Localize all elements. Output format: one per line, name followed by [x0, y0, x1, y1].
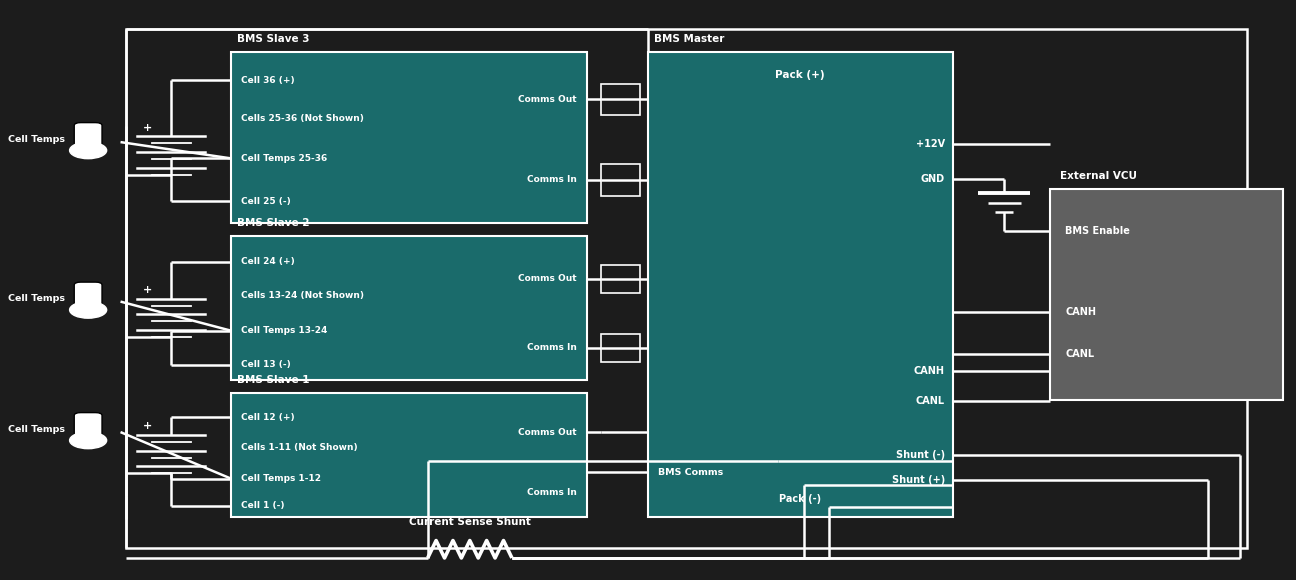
Text: Pack (+): Pack (+): [775, 70, 826, 81]
FancyBboxPatch shape: [74, 282, 102, 310]
Circle shape: [70, 432, 106, 449]
Text: BMS Comms: BMS Comms: [658, 467, 723, 477]
FancyBboxPatch shape: [648, 52, 953, 517]
Text: +: +: [143, 421, 153, 432]
FancyBboxPatch shape: [74, 122, 102, 151]
Text: Cell Temps 25-36: Cell Temps 25-36: [241, 154, 328, 163]
Circle shape: [70, 302, 106, 318]
Text: +: +: [143, 285, 153, 295]
Text: +: +: [143, 122, 153, 133]
FancyBboxPatch shape: [231, 236, 587, 380]
FancyBboxPatch shape: [231, 393, 587, 517]
Text: Comms In: Comms In: [527, 488, 577, 496]
Text: Comms Out: Comms Out: [518, 274, 577, 283]
Text: BMS Slave 2: BMS Slave 2: [237, 218, 310, 229]
FancyBboxPatch shape: [231, 52, 587, 223]
Text: Comms Out: Comms Out: [518, 95, 577, 104]
Text: CANH: CANH: [914, 365, 945, 376]
Text: Cells 1-11 (Not Shown): Cells 1-11 (Not Shown): [241, 443, 358, 452]
Text: Cell 24 (+): Cell 24 (+): [241, 257, 294, 266]
Text: Cell Temps: Cell Temps: [8, 294, 65, 303]
Text: CANH: CANH: [1065, 307, 1096, 317]
FancyBboxPatch shape: [74, 412, 102, 441]
Text: Cells 25-36 (Not Shown): Cells 25-36 (Not Shown): [241, 114, 364, 124]
Circle shape: [70, 142, 106, 159]
Text: BMS Slave 3: BMS Slave 3: [237, 34, 310, 45]
Text: Cell 25 (-): Cell 25 (-): [241, 197, 290, 206]
Text: Comms In: Comms In: [527, 175, 577, 184]
Text: BMS Enable: BMS Enable: [1065, 226, 1130, 236]
Text: Cells 13-24 (Not Shown): Cells 13-24 (Not Shown): [241, 291, 364, 300]
Text: Cell 1 (-): Cell 1 (-): [241, 501, 285, 510]
Text: Cell 12 (+): Cell 12 (+): [241, 412, 294, 422]
Text: Cell Temps: Cell Temps: [8, 425, 65, 434]
FancyBboxPatch shape: [1050, 188, 1283, 400]
Text: Cell Temps 1-12: Cell Temps 1-12: [241, 474, 321, 483]
Text: Cell 36 (+): Cell 36 (+): [241, 75, 294, 85]
Text: Comms Out: Comms Out: [518, 428, 577, 437]
Text: CANL: CANL: [916, 396, 945, 407]
Text: BMS Master: BMS Master: [654, 34, 724, 45]
Text: External VCU: External VCU: [1060, 171, 1137, 181]
Text: GND: GND: [920, 173, 945, 184]
Text: Cell 13 (-): Cell 13 (-): [241, 360, 290, 369]
Text: Cell Temps: Cell Temps: [8, 135, 65, 144]
Text: Shunt (-): Shunt (-): [896, 450, 945, 460]
Text: Pack (-): Pack (-): [779, 494, 822, 504]
Text: CANL: CANL: [1065, 349, 1094, 359]
Text: BMS Slave 1: BMS Slave 1: [237, 375, 310, 385]
Text: Current Sense Shunt: Current Sense Shunt: [408, 517, 531, 527]
Text: Cell Temps 13-24: Cell Temps 13-24: [241, 326, 328, 335]
Text: Shunt (+): Shunt (+): [892, 474, 945, 485]
Text: Comms In: Comms In: [527, 343, 577, 352]
Text: +12V: +12V: [916, 139, 945, 149]
